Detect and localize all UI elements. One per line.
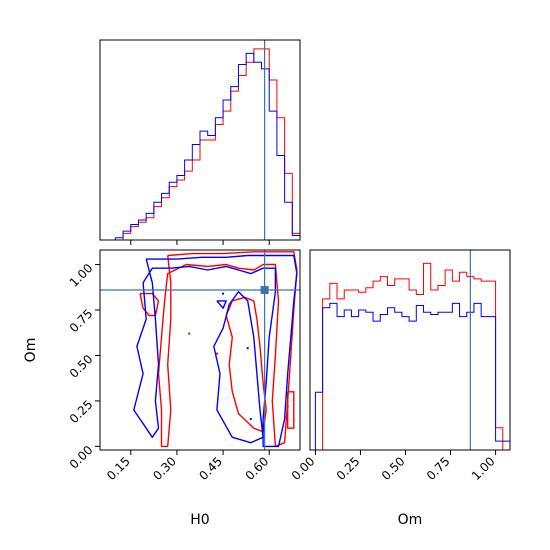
x-axis-label-om: Om [398, 512, 423, 528]
truth-marker [260, 286, 269, 294]
h0-histogram-frame [99, 39, 301, 241]
contour-speck [222, 292, 225, 295]
contour-blue-4 [133, 254, 298, 448]
h0-histogram-series-blue [100, 52, 301, 241]
om-y-tick-label: 1.00 [67, 261, 96, 290]
h0-tick-label: 0.45 [196, 454, 225, 483]
contour-speck [188, 332, 191, 335]
om-y-tick-label: 0.75 [67, 306, 96, 335]
om-histogram-panel: 0.00 0.25 0.50 0.75 1.00 [289, 249, 511, 483]
contour-speck [215, 352, 218, 355]
contour-red-3 [287, 391, 295, 429]
x-axis-label-h0: H0 [190, 512, 209, 528]
om-y-tick-label: 0.25 [67, 397, 96, 426]
om-tick-label: 0.25 [334, 454, 363, 483]
om-histogram-frame [309, 249, 511, 451]
contour-red-0 [157, 251, 298, 448]
om-y-tick-label: 0.00 [67, 443, 96, 472]
om-histogram-series-blue [314, 302, 511, 450]
contour-red-1 [139, 292, 160, 317]
om-histogram-series-red [315, 262, 510, 451]
h0-tick-label: 0.60 [243, 454, 272, 483]
contour-blue-6 [213, 291, 264, 444]
contour-speck [286, 405, 289, 408]
contour-blue-5 [216, 300, 227, 309]
contour-frame [99, 249, 301, 451]
h0-tick-label: 0.15 [104, 454, 133, 483]
om-tick-label: 0.00 [289, 454, 318, 483]
contour-red-2 [225, 296, 267, 433]
contour-speck [249, 418, 252, 421]
y-axis-label-om: Om [23, 338, 39, 363]
h0-histogram-panel [99, 39, 301, 245]
h0-om-contour-panel: 0.15 0.30 0.45 0.60 0.00 0.25 0.50 0.75 1.00 [67, 249, 301, 483]
h0-tick-label: 0.30 [150, 454, 179, 483]
om-tick-label: 0.75 [424, 454, 453, 483]
contour-speck [246, 347, 249, 350]
om-tick-label: 0.50 [379, 454, 408, 483]
om-y-tick-label: 0.50 [67, 352, 96, 381]
om-tick-label: 1.00 [469, 454, 498, 483]
